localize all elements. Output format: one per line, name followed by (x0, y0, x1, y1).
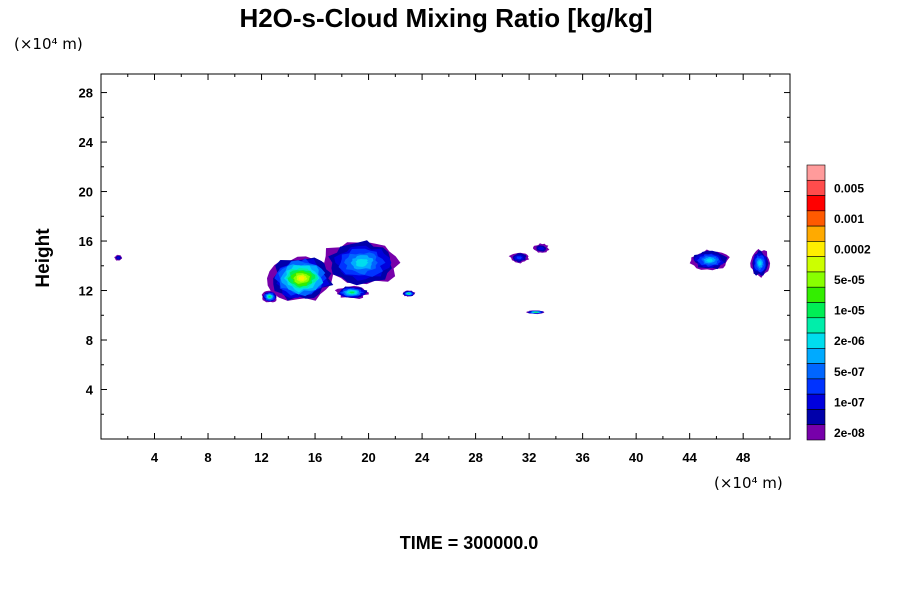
colorbar-swatch (806, 241, 826, 257)
x-tick-label: 12 (254, 450, 268, 465)
colorbar-label: 0.005 (834, 181, 864, 195)
y-tick-label: 8 (86, 333, 93, 348)
x-tick-label: 36 (575, 450, 589, 465)
x-tick-label: 4 (151, 450, 159, 465)
colorbar-swatch (806, 348, 826, 364)
cloud-region (689, 249, 730, 271)
colorbar-label: 2e-08 (834, 426, 865, 440)
y-tick-label: 4 (86, 383, 94, 398)
colorbar-swatch (806, 210, 826, 227)
colorbar-swatch (806, 256, 826, 273)
colorbar-swatch (806, 164, 826, 181)
y-tick-label: 12 (79, 284, 93, 299)
y-tick-label: 16 (79, 234, 93, 249)
colorbar-label: 1e-05 (834, 304, 865, 318)
cloud-region (267, 256, 334, 301)
cloud-region (324, 240, 401, 286)
colorbar: 0.005 0.001 0.0002 5e-05 1e-05 2e-06 5e-07 1e-0… (806, 164, 871, 441)
x-tick-label: 40 (629, 450, 643, 465)
colorbar-label: 0.001 (834, 212, 864, 226)
cloud-contour (407, 293, 410, 294)
y-tick-label: 24 (79, 135, 94, 150)
x-tick-label: 20 (361, 450, 375, 465)
x-axis: 4 8 12 16 20 24 28 32 36 40 44 48 (127, 74, 771, 465)
cloud-contour (706, 258, 713, 263)
y-axis-label: Height (33, 228, 54, 288)
y-axis: 4 8 12 16 20 24 28 (79, 86, 790, 415)
cloud-contour (537, 246, 545, 251)
x-tick-label: 16 (308, 450, 322, 465)
cloud-region (261, 290, 277, 303)
time-label: TIME = 300000.0 (400, 533, 539, 553)
cloud-region (402, 290, 416, 297)
colorbar-label: 1e-07 (834, 395, 865, 409)
colorbar-swatch (806, 424, 826, 441)
cloud-field (114, 240, 771, 315)
chart-title: H2O-s-Cloud Mixing Ratio [kg/kg] (239, 3, 652, 33)
y-axis-unit: (×10⁴ m) (14, 35, 83, 53)
cloud-contour (355, 258, 369, 267)
x-tick-label: 48 (736, 450, 750, 465)
colorbar-label: 5e-07 (834, 365, 865, 379)
x-tick-label: 24 (415, 450, 430, 465)
x-tick-label: 32 (522, 450, 536, 465)
colorbar-swatch (806, 409, 826, 426)
cloud-contour (268, 296, 271, 298)
colorbar-swatch (806, 179, 826, 196)
cloud-region (750, 248, 771, 278)
colorbar-swatch (806, 332, 826, 349)
x-tick-label: 28 (468, 450, 482, 465)
cloud-contour (117, 256, 120, 259)
colorbar-label: 5e-05 (834, 273, 865, 287)
colorbar-label: 0.0002 (834, 243, 871, 257)
cloud-region (526, 310, 545, 315)
colorbar-swatch (806, 363, 826, 380)
colorbar-swatch (806, 393, 826, 410)
colorbar-swatch (806, 378, 826, 395)
cloud-region (533, 243, 550, 253)
colorbar-swatch (806, 302, 826, 319)
colorbar-swatch (806, 317, 826, 334)
y-tick-label: 28 (79, 86, 93, 101)
y-tick-label: 20 (79, 185, 93, 200)
cloud-contour (758, 260, 762, 266)
x-axis-unit: (×10⁴ m) (714, 474, 783, 492)
colorbar-label: 2e-06 (834, 334, 865, 348)
colorbar-swatch (806, 195, 826, 212)
cloud-region (334, 285, 369, 299)
x-tick-label: 8 (204, 450, 211, 465)
cloud-region (508, 252, 530, 264)
colorbar-swatch (806, 271, 826, 288)
plot-frame (100, 73, 791, 440)
colorbar-swatch (806, 286, 826, 303)
x-tick-label: 44 (682, 450, 697, 465)
colorbar-swatch (806, 225, 826, 242)
cloud-contour (516, 256, 522, 260)
cloud-contour (349, 291, 355, 294)
cloud-contour (298, 276, 305, 281)
cloud-region (114, 254, 123, 261)
